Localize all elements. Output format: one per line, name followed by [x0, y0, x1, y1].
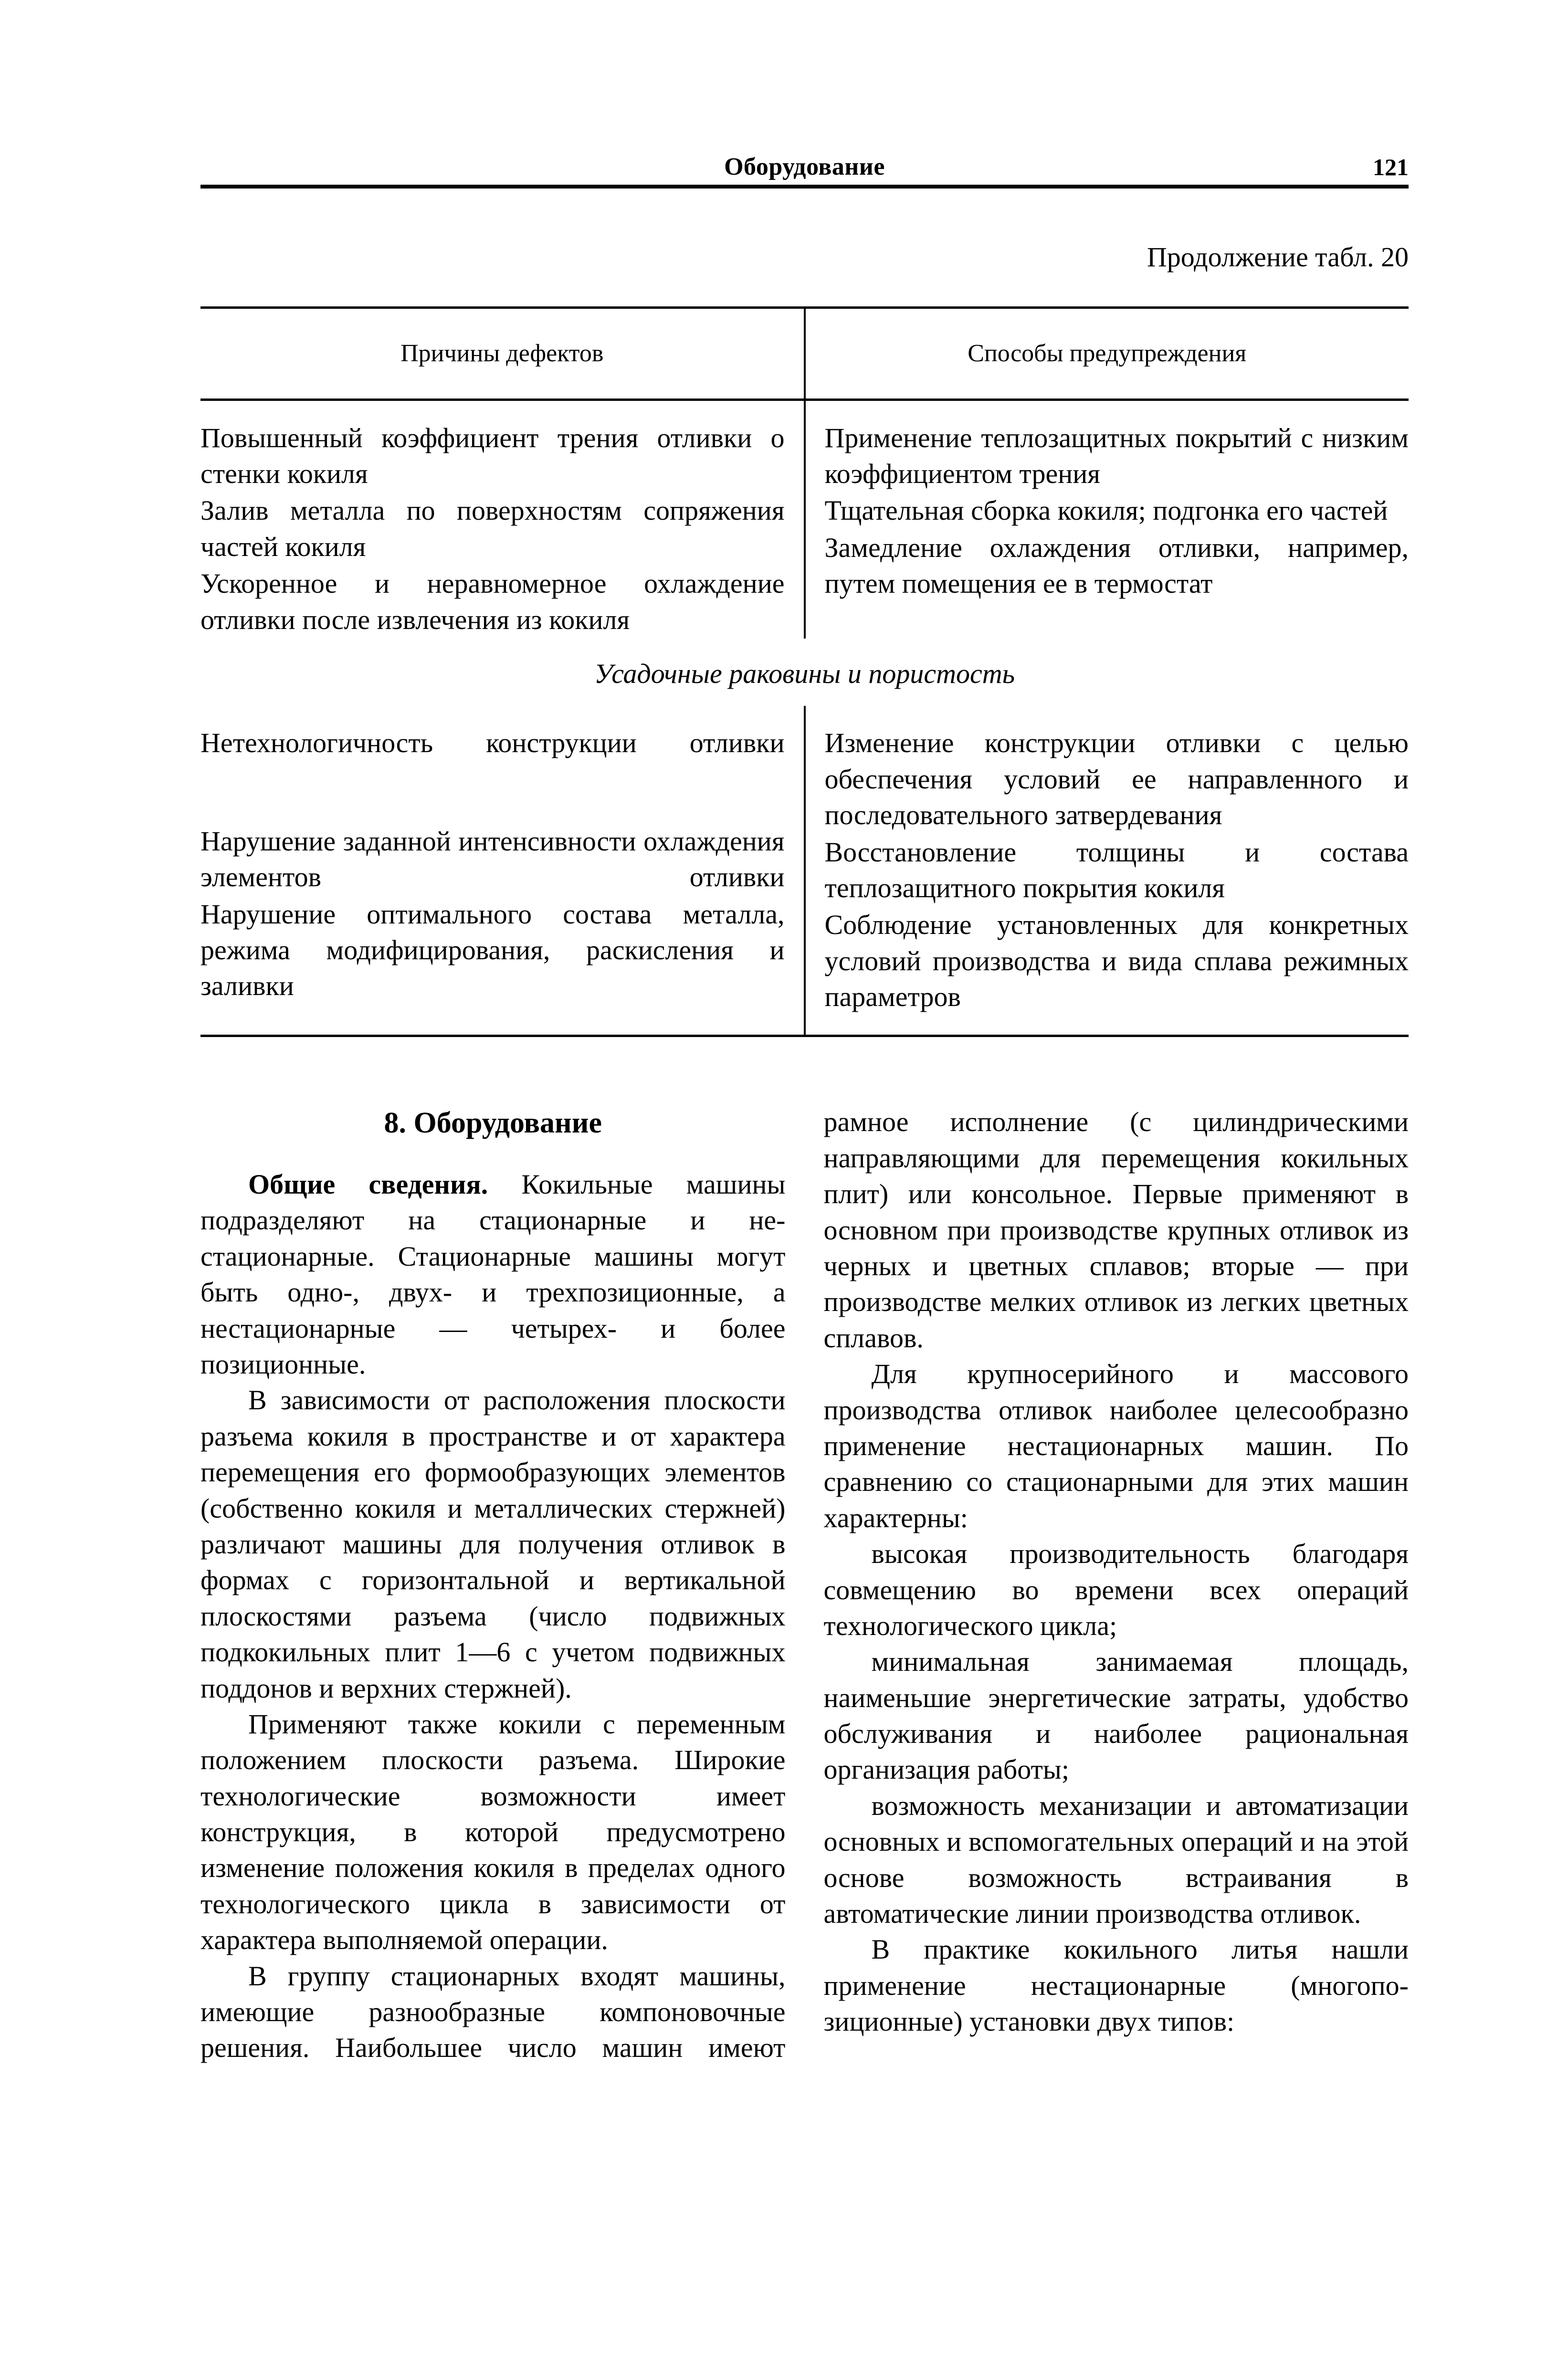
- paragraph: Применяют также кокили с пере­менным пол…: [200, 1706, 786, 1958]
- defects-table: Причины дефектов Способы предупреждения …: [200, 306, 1409, 1037]
- table-cell-causes: Нетехнологичность конструкции от­ливки Н…: [200, 706, 805, 1036]
- prevent-text: Изменение конструкции отливки с целью об…: [825, 725, 1409, 833]
- paragraph: Общие сведения. Кокильные машины подразд…: [200, 1166, 786, 1382]
- page: Оборудование 121 Продолжение табл. 20 Пр…: [200, 153, 1409, 2066]
- table-continuation-label: Продолжение табл. 20: [200, 241, 1409, 273]
- page-number: 121: [1373, 153, 1409, 181]
- paragraph-rest: Кокильные машины подразделяют на стацион…: [200, 1169, 786, 1380]
- running-head: Оборудование 121: [200, 153, 1409, 189]
- prevent-text: Тщательная сборка кокиля; подгонка его ч…: [825, 493, 1409, 528]
- paragraph: В практике кокильного литья нашли примен…: [824, 1931, 1409, 2039]
- paragraph: В зависимости от расположения плоскости …: [200, 1382, 786, 1706]
- table-row: Нетехнологичность конструкции от­ливки Н…: [200, 706, 1409, 1036]
- cause-text: Нарушение заданной интенсивности охлажде…: [200, 823, 785, 895]
- paragraph: возможность механизации и автома­тизации…: [824, 1788, 1409, 1932]
- prevent-text: Замедление охлаждения отливки, на­пример…: [825, 530, 1409, 602]
- prevent-text: Соблюдение установленных для кон­кретных…: [825, 907, 1409, 1015]
- run-in-bold: Общие сведения.: [248, 1169, 488, 1200]
- prevent-text: Восстановление толщины и состава теплоза…: [825, 834, 1409, 906]
- paragraph: высокая производительность благо­даря со…: [824, 1536, 1409, 1644]
- table-section-title-row: Усадочные раковины и пористость: [200, 639, 1409, 706]
- table-row: Повышенный коэффициент трения от­ливки о…: [200, 399, 1409, 639]
- body-text: 8. Оборудование Общие сведения. Кокильны…: [200, 1104, 1409, 2065]
- table-head-right: Способы предупреждения: [805, 308, 1409, 400]
- table-head-left: Причины дефектов: [200, 308, 805, 400]
- table-section-title: Усадочные раковины и пористость: [200, 639, 1409, 706]
- paragraph: минимальная занимаемая площадь, наименьш…: [824, 1644, 1409, 1788]
- cause-text: Нарушение оптимального состава ме­талла,…: [200, 896, 785, 1004]
- table-cell-causes: Повышенный коэффициент трения от­ливки о…: [200, 399, 805, 639]
- table-cell-prevention: Изменение конструкции отливки с целью об…: [805, 706, 1409, 1036]
- header-title: Оборудование: [724, 153, 885, 181]
- table-cell-prevention: Применение теплозащитных покрытий с низк…: [805, 399, 1409, 639]
- cause-text: Ускоренное и неравномерное охла­ждение о…: [200, 566, 785, 638]
- section-heading: 8. Оборудование: [200, 1104, 786, 1143]
- cause-text: Повышенный коэффициент трения от­ливки о…: [200, 420, 785, 492]
- cause-text: Залив металла по поверхностям со­пряжени…: [200, 493, 785, 565]
- paragraph: Для крупносерийного и массового производ…: [824, 1356, 1409, 1536]
- prevent-text: Применение теплозащитных покрытий с низк…: [825, 420, 1409, 492]
- cause-text: Нетехнологичность конструкции от­ливки: [200, 725, 785, 761]
